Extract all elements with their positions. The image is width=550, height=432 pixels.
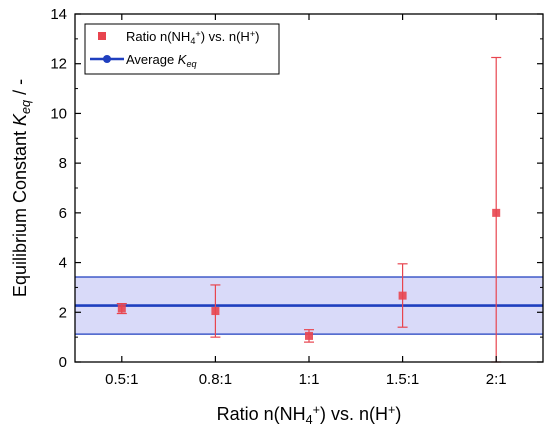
legend-label-ratio: Ratio n(NH4+) vs. n(H+) [126,29,259,46]
data-point [492,208,501,217]
legend-label-average: Average Keq [126,52,197,69]
x-tick-label: 1:1 [299,371,320,388]
axis-layer: 0 2 4 6 8 10 12 14 0.5:1 0.8:1 1:1 1.5:1 2:1 [50,6,543,388]
data-point-layer [116,56,502,363]
legend-marker-ratio [98,32,106,40]
x-tick-label: 0.5:1 [105,371,138,388]
data-point [211,307,220,316]
data-point-group [397,263,408,328]
x-axis-title: Ratio n(NH4+) vs. n(H+) [217,403,402,427]
y-axis-title: Equilibrium Constant Keq / - [10,79,33,297]
data-point-group [116,302,127,315]
data-point [117,304,126,313]
y-tick-label: 6 [59,205,67,222]
x-tick-label: 1.5:1 [386,371,419,388]
legend-marker-average [103,55,111,63]
y-tick-label: 14 [50,6,67,23]
y-tick-label: 12 [50,56,67,73]
legend-box [84,23,280,75]
data-point-group [210,284,221,338]
data-point [305,331,313,340]
y-tick-label: 10 [50,105,67,122]
data-point [398,291,407,300]
x-tick-label: 0.8:1 [199,371,232,388]
x-tick-label: 2:1 [486,371,507,388]
legend: Ratio n(NH4+) vs. n(H+) Average Keq [84,23,280,75]
y-tick-label: 2 [59,304,67,321]
y-tick-label: 0 [59,354,67,371]
data-point-group [304,329,314,343]
y-tick-label: 4 [59,255,67,272]
y-tick-label: 8 [59,155,67,172]
